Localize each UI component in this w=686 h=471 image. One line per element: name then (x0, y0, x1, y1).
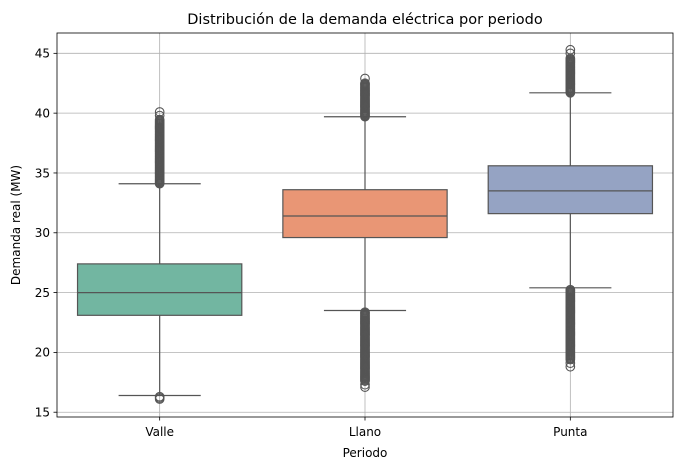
box-layer (76, 44, 654, 404)
outlier-point (565, 44, 576, 55)
outlier-point (154, 107, 165, 117)
x-tick-label: Valle (145, 425, 174, 439)
outlier-point (565, 358, 576, 369)
iqr-box (76, 263, 243, 316)
box-llano (282, 73, 448, 392)
y-axis-label: Demanda real (MW) (9, 165, 23, 285)
outlier-point (154, 110, 165, 121)
y-tick-label: 35 (35, 166, 50, 180)
outlier-point (154, 114, 165, 125)
y-tick-label: 20 (35, 346, 50, 360)
tick-layer: 15 20 25 30 35 40 45 Valle Llano Punta (35, 47, 588, 439)
outlier-point (360, 379, 370, 390)
x-tick-label: Llano (349, 425, 381, 439)
y-tick-label: 45 (35, 47, 50, 61)
box-punta (487, 44, 654, 372)
y-tick-label: 30 (35, 226, 50, 240)
outlier-point (154, 391, 165, 402)
x-tick-label: Punta (553, 425, 587, 439)
y-tick-label: 25 (35, 286, 50, 300)
outlier-point (565, 48, 576, 59)
iqr-box (282, 189, 448, 239)
outlier-point (360, 307, 370, 318)
chart-title: Distribución de la demanda eléctrica por… (187, 12, 543, 28)
outlier-point (360, 78, 370, 89)
iqr-box (487, 165, 654, 215)
y-tick-label: 40 (35, 106, 50, 120)
outlier-point (565, 284, 576, 295)
outlier-point (360, 382, 370, 392)
box-valle (76, 107, 243, 404)
outlier-point (360, 73, 370, 84)
x-axis-label: Periodo (343, 446, 388, 460)
outlier-point (565, 361, 576, 372)
y-tick-label: 15 (35, 406, 50, 420)
